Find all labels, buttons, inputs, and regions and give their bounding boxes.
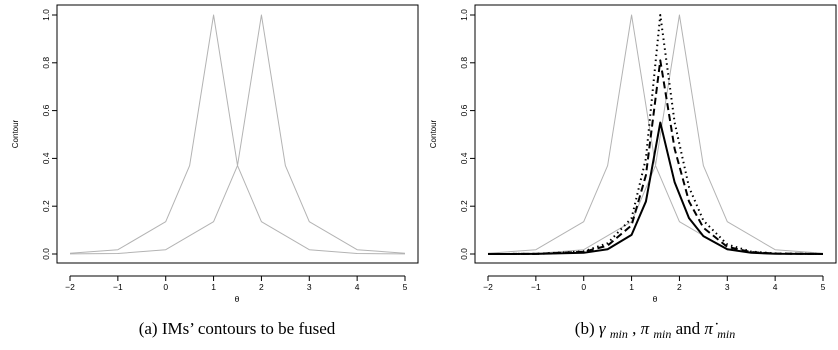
caption-a: (a) IMs’ contours to be fused: [139, 319, 336, 338]
pi-symbol: π: [641, 319, 650, 338]
plot-frame-a: [56, 4, 419, 264]
contour-curve-b-4-dashed: [487, 59, 824, 255]
y-axis-a: 0.0 0.2 0.4 0.6 0.8 1.0: [41, 9, 58, 260]
x-tick-label: 0: [581, 282, 586, 292]
curves-b: [487, 14, 824, 255]
caption-b: (b) γ min , π min and π̇ min: [575, 319, 735, 342]
caption-b-part: and: [676, 319, 705, 338]
y-tick-label: 0.4: [459, 152, 469, 164]
subscript-min: min: [653, 327, 671, 341]
caption-b-part: ,: [632, 319, 641, 338]
x-tick-label: −1: [113, 282, 123, 292]
x-tick-label: 4: [773, 282, 778, 292]
contour-curve-b-1-solid: [487, 14, 824, 255]
plot-frame-b: [474, 4, 837, 264]
pi-dot-symbol: π̇: [704, 319, 718, 338]
x-tick-label: 2: [677, 282, 682, 292]
y-tick-label: 0.0: [459, 248, 469, 260]
y-tick-label: 0.6: [459, 104, 469, 116]
y-tick-label: 0.8: [41, 57, 51, 69]
y-axis-label-a: Contour: [11, 119, 20, 148]
x-axis-a: −2 −1 0 1 2 3 4 5: [65, 275, 408, 292]
subscript-min: min: [610, 327, 628, 341]
x-axis-label-b: θ: [653, 294, 658, 304]
y-tick-label: 1.0: [459, 9, 469, 21]
x-tick-label: 1: [629, 282, 634, 292]
x-tick-label: −2: [483, 282, 493, 292]
contour-curve-b-5-dotted: [487, 14, 824, 255]
y-tick-label: 0.8: [459, 57, 469, 69]
x-tick-label: 1: [211, 282, 216, 292]
x-tick-label: 5: [403, 282, 408, 292]
x-axis-label-a: θ: [235, 294, 240, 304]
gamma-symbol: γ: [599, 319, 607, 338]
y-tick-label: 0.6: [41, 104, 51, 116]
y-tick-label: 0.2: [41, 200, 51, 212]
x-axis-b: −2 −1 0 1 2 3 4 5: [483, 275, 826, 292]
x-tick-label: 3: [725, 282, 730, 292]
y-tick-label: 0.0: [41, 248, 51, 260]
y-tick-label: 1.0: [41, 9, 51, 21]
x-tick-label: 2: [259, 282, 264, 292]
curves-a: [69, 14, 406, 255]
panel-a: 0.00.20.40.60.81.0 −2 −1 0 1 2 3 4 5 θ Contour …: [11, 4, 419, 338]
contour-curve-a-1-solid: [69, 14, 406, 255]
y-tick-label: 0.4: [41, 152, 51, 164]
y-axis-label-b: Contour: [429, 119, 438, 148]
x-tick-label: 5: [821, 282, 826, 292]
x-tick-label: −2: [65, 282, 75, 292]
x-tick-label: 3: [307, 282, 312, 292]
contour-curve-b-2-solid: [487, 14, 824, 255]
y-axis-b: 0.0 0.2 0.4 0.6 0.8 1.0: [459, 9, 476, 260]
caption-b-part: (b): [575, 319, 599, 338]
y-tick-label: 0.2: [459, 200, 469, 212]
contour-curve-a-2-solid: [69, 14, 406, 255]
panel-b: 0.00.20.40.60.81.0 −2 −1 0 1 2 3 4 5 θ Contour …: [429, 4, 837, 342]
x-tick-label: 0: [163, 282, 168, 292]
x-tick-label: 4: [355, 282, 360, 292]
contour-curve-b-3-solid: [487, 121, 824, 255]
subscript-min: min: [717, 327, 735, 341]
x-tick-label: −1: [531, 282, 541, 292]
